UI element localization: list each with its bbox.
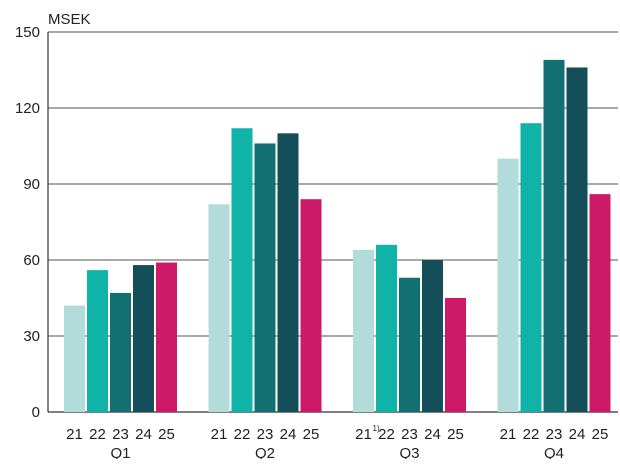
x-group-label: Q2 xyxy=(255,445,275,459)
x-group-label: Q3 xyxy=(399,445,419,459)
x-tick-label: 22 xyxy=(234,426,251,443)
bar xyxy=(520,123,542,412)
x-tick-label: 21 xyxy=(211,426,228,443)
bar xyxy=(376,244,397,412)
y-tick-label: 150 xyxy=(15,24,40,41)
x-tick-label: 24 xyxy=(424,426,441,443)
x-tick-label: 21 xyxy=(500,426,517,443)
x-tick-label: 24 xyxy=(280,426,297,443)
y-tick-label: 60 xyxy=(23,252,40,269)
bar xyxy=(87,270,108,412)
x-tick-label: 25 xyxy=(158,426,175,443)
bar xyxy=(277,133,299,413)
bar xyxy=(445,298,466,412)
ticks-layer: 0 30 60 90 120 150 xyxy=(15,24,40,421)
y-tick-label: 120 xyxy=(15,100,40,117)
bar xyxy=(422,260,443,412)
x-tick-label: 21 xyxy=(355,426,372,443)
x-tick-label: 24 xyxy=(569,426,586,443)
y-tick-label: 30 xyxy=(23,328,40,345)
y-tick-label: 90 xyxy=(23,176,40,193)
x-tick-label: 22 xyxy=(89,426,106,443)
x-tick-label: 22 xyxy=(378,426,395,443)
bar xyxy=(208,204,230,412)
bar xyxy=(353,249,374,412)
bars-layer xyxy=(64,59,611,413)
bar xyxy=(231,128,253,412)
bar xyxy=(566,67,588,412)
x-tick-label: 21 xyxy=(66,426,83,443)
bar xyxy=(497,158,519,412)
x-tick-label: 25 xyxy=(447,426,464,443)
x-tick-label: 24 xyxy=(135,426,152,443)
x-group-label: Q1 xyxy=(110,445,130,459)
x-tick-label: 25 xyxy=(592,426,609,443)
y-tick-label: 0 xyxy=(32,404,40,421)
x-tick-label: 23 xyxy=(257,426,274,443)
bar xyxy=(254,143,276,412)
bar xyxy=(156,262,177,412)
bar xyxy=(399,277,420,412)
y-axis-title: MSEK xyxy=(48,11,91,28)
bar xyxy=(133,265,154,412)
bar xyxy=(64,305,85,412)
x-group-label: Q4 xyxy=(544,445,564,459)
footnote-marker: 1) xyxy=(373,424,380,433)
x-tick-label: 23 xyxy=(401,426,418,443)
bar xyxy=(543,59,565,412)
x-tick-label: 23 xyxy=(112,426,129,443)
x-tick-label: 23 xyxy=(546,426,563,443)
x-tick-label: 22 xyxy=(523,426,540,443)
bar xyxy=(589,194,611,412)
bar xyxy=(300,199,322,412)
bar xyxy=(110,292,131,412)
x-tick-label: 25 xyxy=(303,426,320,443)
